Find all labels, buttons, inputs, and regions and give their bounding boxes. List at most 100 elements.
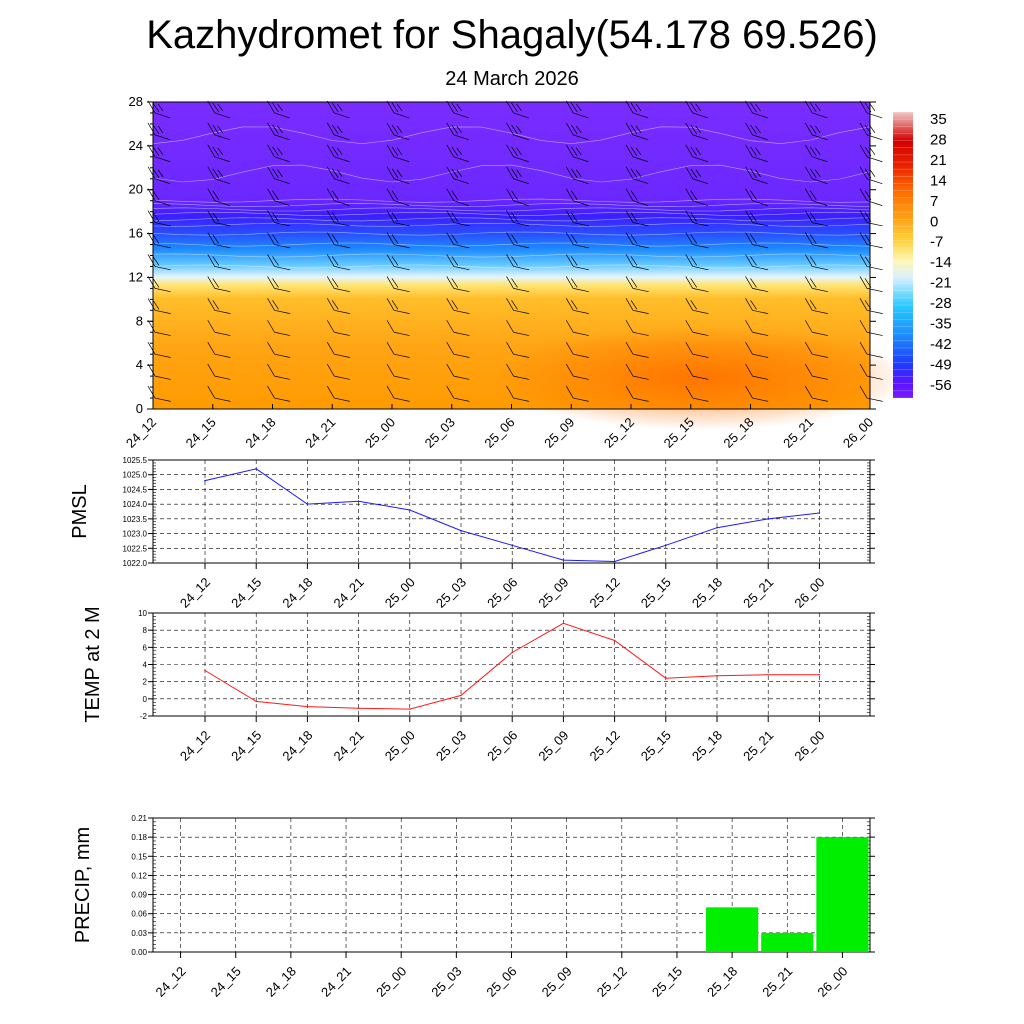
wind-barb (625, 188, 649, 206)
barb-feather (755, 147, 761, 156)
x-tick-label: 25_15 (638, 728, 674, 764)
barb-feather (809, 300, 817, 310)
chart-title: Kazhydromet for Shagaly(54.178 69.526) (146, 13, 878, 57)
barb-feather (814, 169, 821, 177)
barb-shaft (513, 288, 530, 293)
x-tick-label: 25_09 (535, 728, 571, 764)
wind-barb (685, 188, 709, 206)
x-tick-label: 25_12 (587, 575, 623, 611)
x-tick-label: 25_09 (535, 575, 571, 611)
barb-feather (809, 146, 817, 157)
wind-barb (446, 385, 470, 402)
wind-barb (326, 166, 350, 185)
barb-shaft (513, 200, 529, 206)
barb-feather (690, 212, 698, 222)
barb-feather (511, 234, 518, 244)
data-point (767, 518, 769, 520)
data-point (613, 639, 616, 642)
barb-feather (152, 212, 160, 222)
data-point (665, 677, 667, 680)
barb-feather (690, 300, 698, 310)
x-tick-label: 25_00 (373, 964, 409, 1000)
barb-feather (267, 276, 275, 289)
barb-shaft (573, 331, 589, 336)
data-point (665, 544, 667, 547)
x-tick-label: 24_12 (123, 415, 159, 451)
barb-feather (331, 190, 339, 200)
barb-feather (506, 342, 514, 355)
barb-shaft (393, 331, 410, 336)
wind-barb (326, 144, 350, 163)
barb-shaft (453, 331, 470, 336)
barb-feather (869, 169, 876, 177)
x-tick-label: 24_18 (263, 964, 299, 1000)
colorbar-label: -56 (930, 377, 952, 394)
wind-barb (745, 166, 768, 185)
x-tick-label: 25_06 (483, 964, 519, 1000)
barb-feather (565, 342, 574, 355)
barb-shaft (513, 156, 529, 163)
wind-barb (565, 100, 589, 119)
barb-feather (745, 320, 753, 333)
x-tick-label: 24_21 (318, 964, 354, 1000)
barb-shaft (692, 156, 709, 163)
data-point (306, 503, 309, 505)
barb-shaft (154, 178, 171, 185)
barb-shaft (334, 112, 350, 119)
data-point (818, 674, 821, 676)
barb-feather (565, 210, 574, 223)
barb-shaft (393, 397, 410, 402)
wind-barb (386, 385, 410, 402)
barb-feather (331, 168, 339, 178)
barb-feather (391, 234, 399, 244)
barb-shaft (334, 134, 350, 141)
barb-shaft (812, 222, 828, 227)
y-tick-label: 20 (129, 182, 143, 197)
barb-feather (386, 385, 395, 399)
barb-feather (745, 232, 753, 245)
barb-shaft (154, 244, 171, 249)
wind-barb (745, 342, 769, 358)
barb-feather (570, 146, 578, 157)
barb-feather (506, 144, 514, 157)
x-tick-label: 25_18 (704, 964, 740, 1000)
barb-feather (207, 254, 216, 267)
barb-feather (272, 278, 279, 288)
barb-feather (745, 385, 753, 399)
barb-feather (147, 166, 156, 179)
barb-shaft (154, 397, 171, 402)
colorbar-label: -28 (930, 295, 952, 312)
barb-feather (446, 122, 455, 136)
barb-feather (212, 190, 220, 200)
barb-feather (745, 144, 753, 157)
barb-feather (451, 190, 459, 200)
barb-feather (745, 100, 753, 114)
y-tick-label: 6 (143, 643, 148, 652)
barb-feather (809, 212, 817, 222)
x-tick-label: 25_00 (362, 415, 398, 451)
barb-feather (272, 102, 279, 113)
barb-shaft (692, 244, 709, 249)
barb-feather (809, 234, 817, 244)
colorbar-labels: 35 28 21 14 7 0 -7 -14 -21 -28 -35 -42 -49 -56 (893, 111, 952, 399)
colorbar-label: -42 (930, 336, 952, 353)
barb-shaft (453, 288, 470, 293)
barb-shaft (632, 222, 649, 227)
colorbar-label: -14 (930, 254, 952, 271)
barb-feather (565, 363, 574, 377)
barb-shaft (573, 178, 589, 185)
barb-shaft (513, 112, 529, 119)
barb-shaft (154, 309, 171, 314)
barb-feather (745, 276, 753, 289)
barb-feather (446, 100, 455, 114)
wind-barb (625, 342, 649, 358)
wind-barb (625, 166, 649, 185)
temperature-contours (152, 126, 871, 269)
barb-feather (147, 232, 156, 245)
barb-feather (506, 363, 514, 377)
wind-barb (147, 210, 171, 227)
barb-shaft (573, 156, 589, 163)
y-tick-label: 0.06 (131, 910, 147, 919)
barb-feather (267, 363, 275, 377)
precip-bar (706, 907, 759, 952)
